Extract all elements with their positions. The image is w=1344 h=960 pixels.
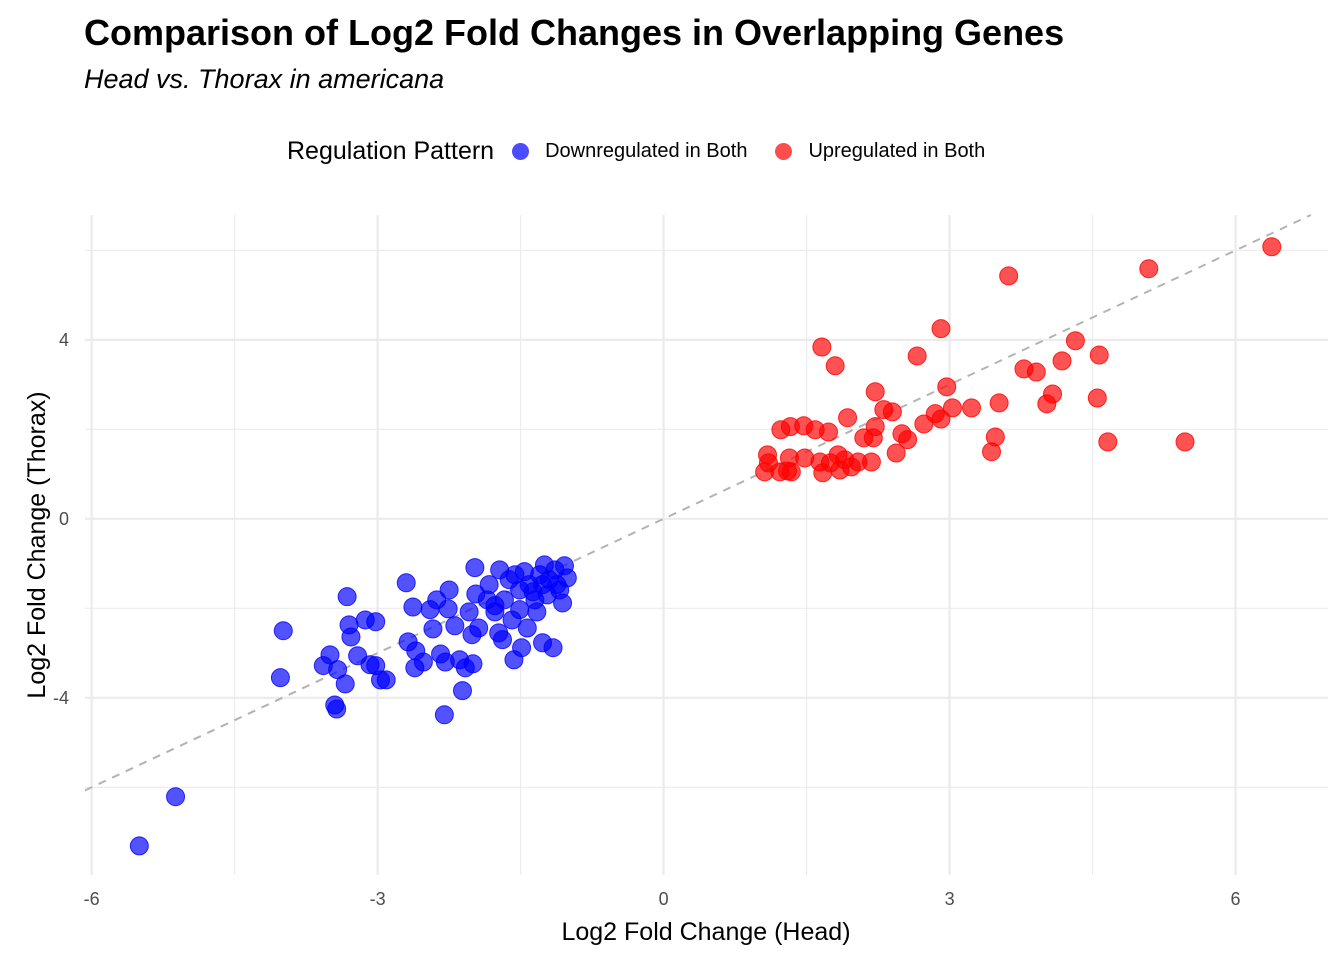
point-upregulated <box>819 422 839 442</box>
point-downregulated <box>502 610 522 630</box>
point-downregulated <box>543 638 563 658</box>
point-downregulated <box>517 618 537 638</box>
point-upregulated <box>778 461 798 481</box>
point-downregulated <box>423 619 443 639</box>
point-upregulated <box>886 443 906 463</box>
point-downregulated <box>439 580 459 600</box>
point-upregulated <box>861 452 881 472</box>
point-upregulated <box>931 409 951 429</box>
point-downregulated <box>403 597 423 617</box>
point-downregulated <box>553 593 573 613</box>
point-downregulated <box>270 668 290 688</box>
y-tick-label: -4 <box>53 688 69 708</box>
point-upregulated <box>898 430 918 450</box>
point-downregulated <box>396 573 416 593</box>
point-upregulated <box>882 402 902 422</box>
identity-reference-line <box>84 214 1312 792</box>
legend-title: Regulation Pattern <box>287 137 495 165</box>
x-axis-label: Log2 Fold Change (Head) <box>561 918 850 946</box>
x-tick-label: -3 <box>370 889 386 909</box>
point-downregulated <box>320 645 340 665</box>
point-upregulated <box>854 428 874 448</box>
point-downregulated <box>527 602 547 622</box>
point-downregulated <box>477 590 497 610</box>
point-upregulated <box>1087 388 1107 408</box>
point-downregulated <box>465 558 485 578</box>
point-upregulated <box>937 377 957 397</box>
point-downregulated <box>166 787 186 807</box>
point-upregulated <box>1026 362 1046 382</box>
point-downregulated <box>452 681 472 701</box>
chart-title: Comparison of Log2 Fold Changes in Overl… <box>84 12 1065 53</box>
point-upregulated <box>1262 237 1282 257</box>
legend-item-up: Upregulated in Both <box>775 140 985 163</box>
point-downregulated <box>335 674 355 694</box>
point-downregulated <box>469 618 489 638</box>
legend-key-up <box>775 143 793 160</box>
legend-key-down <box>512 143 530 160</box>
x-tick-label: -6 <box>84 889 100 909</box>
point-downregulated <box>376 670 396 690</box>
point-downregulated <box>493 630 513 650</box>
legend-label-down: Downregulated in Both <box>545 140 748 162</box>
point-upregulated <box>907 346 927 366</box>
y-tick-label: 4 <box>59 330 69 350</box>
point-downregulated <box>463 654 483 674</box>
point-upregulated <box>914 414 934 434</box>
point-upregulated <box>982 442 1002 462</box>
point-upregulated <box>942 398 962 418</box>
point-downregulated <box>547 575 567 595</box>
x-tick-label: 3 <box>945 889 955 909</box>
point-downregulated <box>273 621 293 641</box>
point-upregulated <box>1037 394 1057 414</box>
point-downregulated <box>438 599 458 619</box>
point-downregulated <box>445 616 465 636</box>
x-tick-label: 0 <box>659 889 669 909</box>
point-downregulated <box>413 652 433 672</box>
point-upregulated <box>999 266 1019 286</box>
point-upregulated <box>961 398 981 418</box>
y-axis-label: Log2 Fold Change (Thorax) <box>23 391 51 698</box>
point-upregulated <box>1052 351 1072 371</box>
chart-subtitle: Head vs. Thorax in americana <box>84 64 445 94</box>
point-downregulated <box>337 587 357 607</box>
point-downregulated <box>512 638 532 658</box>
point-downregulated <box>459 602 479 622</box>
point-upregulated <box>1089 345 1109 365</box>
point-upregulated <box>835 450 855 470</box>
point-downregulated <box>341 627 361 647</box>
point-upregulated <box>1065 331 1085 351</box>
y-tick-label: 0 <box>59 509 69 529</box>
point-upregulated <box>812 337 832 357</box>
point-upregulated <box>865 382 885 402</box>
point-downregulated <box>366 612 386 632</box>
legend-item-down: Downregulated in Both <box>512 140 747 163</box>
legend-label-up: Upregulated in Both <box>808 140 986 162</box>
point-upregulated <box>989 393 1009 413</box>
point-upregulated <box>1139 259 1159 279</box>
point-upregulated <box>825 356 845 376</box>
point-upregulated <box>838 408 858 428</box>
point-upregulated <box>1098 432 1118 452</box>
point-downregulated <box>129 836 149 856</box>
x-tick-label: 6 <box>1231 889 1241 909</box>
legend: Regulation Pattern Downregulated in Both… <box>287 137 1013 166</box>
point-downregulated <box>327 699 347 719</box>
point-upregulated <box>1175 432 1195 452</box>
point-upregulated <box>931 319 951 339</box>
point-downregulated <box>434 705 454 725</box>
